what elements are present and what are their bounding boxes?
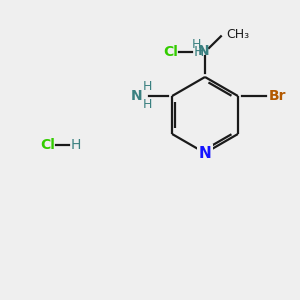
Text: H: H [194, 45, 204, 59]
Text: N: N [130, 89, 142, 103]
Text: CH₃: CH₃ [226, 28, 249, 41]
Text: Br: Br [269, 89, 286, 103]
Text: Cl: Cl [163, 45, 178, 59]
Text: Cl: Cl [40, 138, 55, 152]
Text: N: N [198, 44, 210, 58]
Text: H: H [71, 138, 81, 152]
Text: H: H [191, 38, 201, 50]
Text: H: H [142, 80, 152, 94]
Text: N: N [199, 146, 212, 160]
Text: H: H [142, 98, 152, 112]
